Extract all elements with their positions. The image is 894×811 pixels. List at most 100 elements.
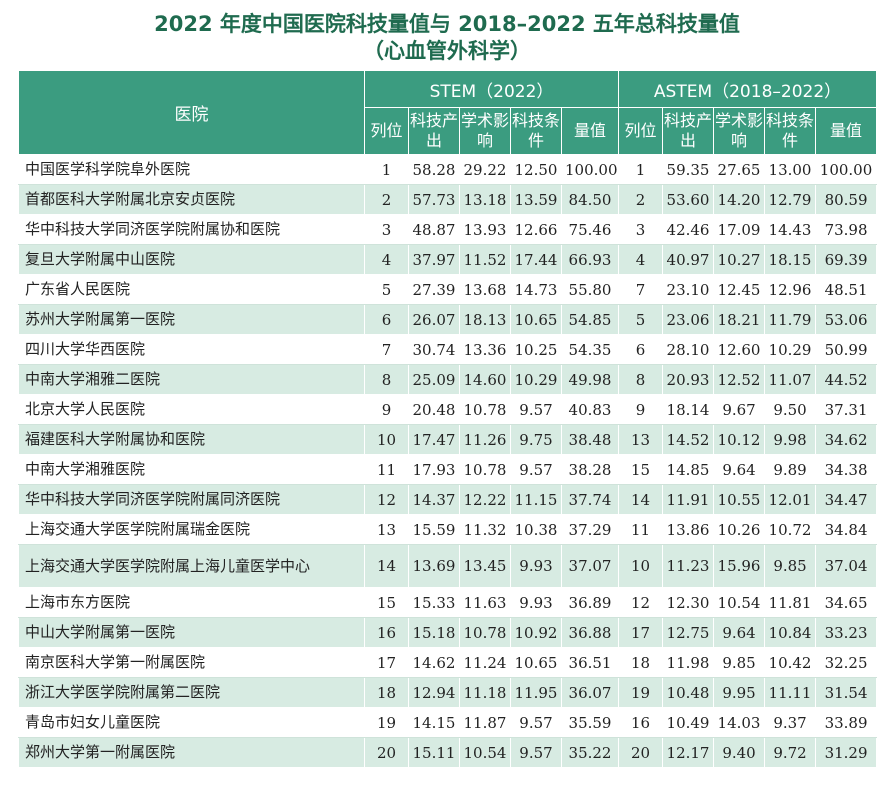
stem-cell: 9.57 xyxy=(510,707,562,738)
stem-cell: 37.74 xyxy=(560,484,620,515)
astem-cell: 9.89 xyxy=(764,454,817,485)
stem-header-col: 科技产出 xyxy=(408,107,460,155)
hospital-name: 青岛市妇女儿童医院 xyxy=(18,707,365,738)
table-row: 郑州大学第一附属医院 20 15.11 10.54 9.57 35.22 20 12.17 9.… xyxy=(18,737,878,768)
stem-cell: 15.18 xyxy=(408,617,460,648)
astem-cell: 23.06 xyxy=(662,304,715,335)
stem-cell: 35.22 xyxy=(560,737,620,768)
stem-header-col: 量值 xyxy=(560,107,620,155)
astem-cell: 9.50 xyxy=(764,394,817,425)
table-row: 北京大学人民医院 9 20.48 10.78 9.57 40.83 9 18.14 9.67 9.… xyxy=(18,394,878,425)
stem-cell: 17.93 xyxy=(408,454,460,485)
stem-cell: 12.22 xyxy=(459,484,511,515)
astem-cell: 15.96 xyxy=(713,544,766,588)
astem-cell: 4 xyxy=(618,244,664,275)
stem-cell: 37.97 xyxy=(408,244,460,275)
astem-cell: 11.91 xyxy=(662,484,715,515)
astem-cell: 11.79 xyxy=(764,304,817,335)
astem-cell: 20.93 xyxy=(662,364,715,395)
astem-cell: 10.48 xyxy=(662,677,715,708)
astem-cell: 10.29 xyxy=(764,334,817,365)
astem-cell: 10.72 xyxy=(764,514,817,545)
stem-cell: 20 xyxy=(364,737,409,768)
stem-cell: 9.75 xyxy=(510,424,562,455)
astem-cell: 11.98 xyxy=(662,647,715,678)
hospital-name: 上海交通大学医学院附属上海儿童医学中心 xyxy=(18,544,365,588)
astem-cell: 32.25 xyxy=(815,647,878,678)
hospital-name: 上海交通大学医学院附属瑞金医院 xyxy=(18,514,365,545)
stem-cell: 100.00 xyxy=(560,154,620,185)
astem-cell: 31.54 xyxy=(815,677,878,708)
astem-cell: 9.67 xyxy=(713,394,766,425)
table-body: 中国医学科学院阜外医院 1 58.28 29.22 12.50 100.00 1 59.35 2… xyxy=(18,154,878,768)
astem-cell: 13.00 xyxy=(764,154,817,185)
stem-cell: 15 xyxy=(364,587,409,618)
stem-cell: 10.65 xyxy=(510,647,562,678)
stem-cell: 14 xyxy=(364,544,409,588)
stem-cell: 38.48 xyxy=(560,424,620,455)
stem-cell: 36.88 xyxy=(560,617,620,648)
stem-cell: 10.78 xyxy=(459,454,511,485)
stem-cell: 37.07 xyxy=(560,544,620,588)
astem-header-col: 列位 xyxy=(618,107,664,155)
astem-cell: 12 xyxy=(618,587,664,618)
astem-cell: 34.47 xyxy=(815,484,878,515)
astem-header-col: 量值 xyxy=(815,107,878,155)
stem-cell: 20.48 xyxy=(408,394,460,425)
stem-cell: 14.73 xyxy=(510,274,562,305)
astem-cell: 2 xyxy=(618,184,664,215)
astem-cell: 9.64 xyxy=(713,454,766,485)
astem-cell: 9.72 xyxy=(764,737,817,768)
astem-cell: 53.60 xyxy=(662,184,715,215)
astem-header-col: 科技产出 xyxy=(662,107,715,155)
stem-cell: 12.66 xyxy=(510,214,562,245)
table-row: 上海交通大学医学院附属瑞金医院 13 15.59 11.32 10.38 37.29 11 1… xyxy=(18,514,878,545)
table-row: 首都医科大学附属北京安贞医院 2 57.73 13.18 13.59 84.50 2 53.6… xyxy=(18,184,878,215)
hospital-name: 广东省人民医院 xyxy=(18,274,365,305)
astem-cell: 27.65 xyxy=(713,154,766,185)
astem-cell: 11.11 xyxy=(764,677,817,708)
stem-cell: 10.78 xyxy=(459,617,511,648)
stem-cell: 9.57 xyxy=(510,394,562,425)
stem-cell: 10.54 xyxy=(459,737,511,768)
astem-cell: 14.52 xyxy=(662,424,715,455)
stem-cell: 15.11 xyxy=(408,737,460,768)
stem-cell: 36.51 xyxy=(560,647,620,678)
table-row: 复旦大学附属中山医院 4 37.97 11.52 17.44 66.93 4 40.97 10.… xyxy=(18,244,878,275)
header-astem-group: ASTEM（2018–2022） xyxy=(618,70,878,108)
astem-cell: 9.64 xyxy=(713,617,766,648)
stem-cell: 12.94 xyxy=(408,677,460,708)
stem-cell: 13 xyxy=(364,514,409,545)
stem-cell: 38.28 xyxy=(560,454,620,485)
astem-cell: 11.07 xyxy=(764,364,817,395)
astem-cell: 50.99 xyxy=(815,334,878,365)
hospital-name: 复旦大学附属中山医院 xyxy=(18,244,365,275)
table-row: 上海市东方医院 15 15.33 11.63 9.93 36.89 12 12.30 10.54… xyxy=(18,587,878,618)
astem-cell: 42.46 xyxy=(662,214,715,245)
stem-header-col: 学术影响 xyxy=(459,107,511,155)
astem-cell: 14 xyxy=(618,484,664,515)
stem-cell: 15.33 xyxy=(408,587,460,618)
stem-header-col: 列位 xyxy=(364,107,409,155)
astem-cell: 3 xyxy=(618,214,664,245)
stem-cell: 11.87 xyxy=(459,707,511,738)
stem-cell: 9 xyxy=(364,394,409,425)
stem-cell: 58.28 xyxy=(408,154,460,185)
astem-cell: 12.60 xyxy=(713,334,766,365)
astem-cell: 34.62 xyxy=(815,424,878,455)
astem-cell: 1 xyxy=(618,154,664,185)
astem-cell: 100.00 xyxy=(815,154,878,185)
title-line-2: （心血管外科学） xyxy=(363,39,531,63)
stem-cell: 11.52 xyxy=(459,244,511,275)
stem-cell: 12 xyxy=(364,484,409,515)
stem-cell: 11.32 xyxy=(459,514,511,545)
astem-cell: 10 xyxy=(618,544,664,588)
astem-cell: 73.98 xyxy=(815,214,878,245)
astem-cell: 10.49 xyxy=(662,707,715,738)
stem-cell: 37.29 xyxy=(560,514,620,545)
astem-cell: 37.04 xyxy=(815,544,878,588)
astem-cell: 10.26 xyxy=(713,514,766,545)
stem-cell: 10.29 xyxy=(510,364,562,395)
astem-cell: 28.10 xyxy=(662,334,715,365)
stem-cell: 11.15 xyxy=(510,484,562,515)
